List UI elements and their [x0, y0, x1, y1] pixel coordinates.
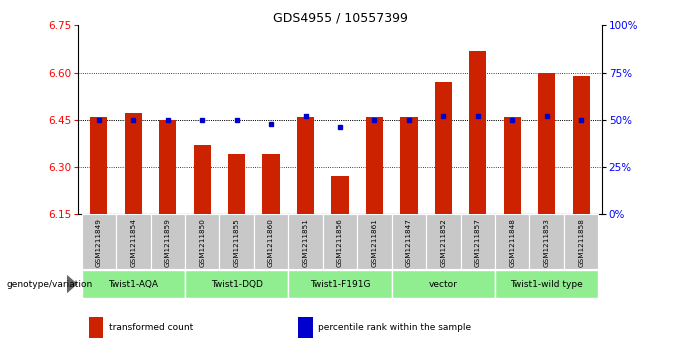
Bar — [392, 270, 495, 298]
Text: GSM1211858: GSM1211858 — [578, 219, 584, 268]
Title: GDS4955 / 10557399: GDS4955 / 10557399 — [273, 11, 407, 24]
Bar — [124, 114, 142, 214]
Bar — [150, 214, 185, 269]
Bar — [366, 117, 383, 214]
Bar — [228, 154, 245, 214]
Bar — [564, 214, 598, 269]
Bar — [401, 117, 418, 214]
Text: transformed count: transformed count — [109, 323, 193, 332]
Bar — [469, 50, 486, 214]
Bar — [185, 214, 220, 269]
Bar — [331, 176, 349, 214]
Bar — [262, 154, 279, 214]
Text: GSM1211849: GSM1211849 — [96, 219, 102, 268]
Text: GSM1211857: GSM1211857 — [475, 219, 481, 268]
Bar — [185, 270, 288, 298]
Text: GSM1211848: GSM1211848 — [509, 219, 515, 268]
Text: Twist1-wild type: Twist1-wild type — [510, 280, 583, 289]
Bar — [90, 117, 107, 214]
Text: GSM1211854: GSM1211854 — [131, 219, 136, 268]
Bar — [426, 214, 460, 269]
Text: genotype/variation: genotype/variation — [7, 280, 93, 289]
Bar — [82, 214, 116, 269]
Text: GSM1211851: GSM1211851 — [303, 219, 309, 268]
Bar — [194, 145, 211, 214]
Text: GSM1211852: GSM1211852 — [441, 219, 446, 268]
Text: GSM1211856: GSM1211856 — [337, 219, 343, 268]
Bar — [538, 73, 556, 214]
Bar — [298, 317, 313, 338]
Text: Twist1-AQA: Twist1-AQA — [108, 280, 158, 289]
Bar — [495, 214, 530, 269]
Polygon shape — [67, 274, 78, 294]
Bar — [254, 214, 288, 269]
Text: vector: vector — [429, 280, 458, 289]
Text: GSM1211855: GSM1211855 — [234, 219, 239, 268]
Bar — [297, 117, 314, 214]
Text: Twist1-DQD: Twist1-DQD — [211, 280, 262, 289]
Bar — [392, 214, 426, 269]
Bar — [288, 214, 323, 269]
Bar — [159, 120, 176, 214]
Bar — [573, 76, 590, 214]
Bar — [357, 214, 392, 269]
Bar — [82, 270, 185, 298]
Text: GSM1211859: GSM1211859 — [165, 219, 171, 268]
Bar — [504, 117, 521, 214]
Text: GSM1211847: GSM1211847 — [406, 219, 412, 268]
Bar — [116, 214, 150, 269]
Bar — [323, 214, 357, 269]
Bar — [88, 317, 103, 338]
Text: GSM1211860: GSM1211860 — [268, 219, 274, 268]
Bar — [530, 214, 564, 269]
Text: GSM1211853: GSM1211853 — [544, 219, 549, 268]
Bar — [288, 270, 392, 298]
Bar — [220, 214, 254, 269]
Text: percentile rank within the sample: percentile rank within the sample — [318, 323, 471, 332]
Bar — [495, 270, 598, 298]
Bar — [435, 82, 452, 214]
Text: GSM1211861: GSM1211861 — [371, 219, 377, 268]
Text: Twist1-F191G: Twist1-F191G — [310, 280, 370, 289]
Text: GSM1211850: GSM1211850 — [199, 219, 205, 268]
Bar — [460, 214, 495, 269]
